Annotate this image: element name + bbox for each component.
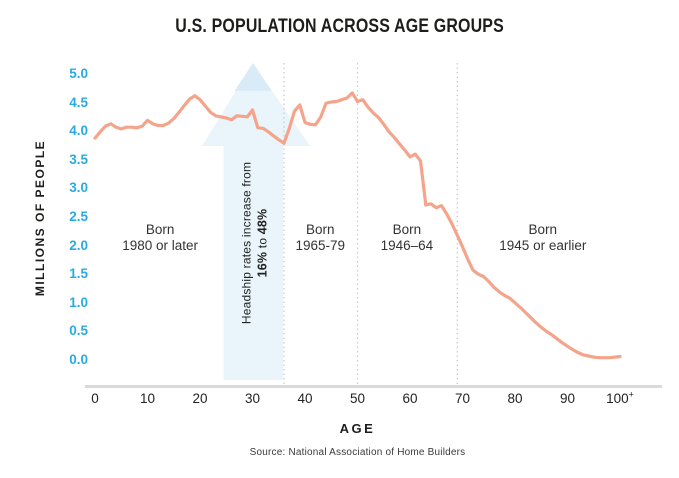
headship-arrow-head — [202, 63, 310, 146]
plus-superscript: + — [628, 389, 634, 400]
page-title: U.S. POPULATION ACROSS AGE GROUPS — [0, 16, 679, 38]
y-tick-label: 4.0 — [69, 123, 88, 139]
y-tick-label: 1.5 — [69, 266, 88, 282]
x-tick-label: 90 — [559, 391, 576, 406]
x-tick-label: 100+ — [606, 389, 634, 406]
cohort-label: Born 1980 or later — [85, 222, 235, 254]
annotation-text: to — [255, 234, 269, 252]
y-tick-label: 1.0 — [69, 294, 88, 310]
cohort-label-line: 1945 or earlier — [499, 238, 587, 253]
x-axis-title: AGE — [339, 421, 376, 436]
headship-arrow-tip — [234, 63, 272, 91]
y-tick-label: 3.5 — [69, 151, 88, 167]
population-line — [93, 91, 622, 360]
cohort-label-line: 1980 or later — [122, 238, 198, 253]
y-tick-label: 2.5 — [69, 209, 88, 224]
source-note: Source: National Association of Home Bui… — [249, 447, 466, 458]
cohort-label: Born 1965-79 — [245, 222, 395, 254]
cohort-label-line: Born — [528, 222, 558, 237]
annotation-bold-value: 48% — [255, 208, 269, 235]
y-tick-label: 5.0 — [69, 66, 88, 81]
cohort-label-line: 1946–64 — [380, 238, 434, 253]
cohort-label: Born 1946–64 — [332, 222, 482, 254]
annotation-line-2: 16% to 48% — [255, 162, 271, 324]
x-tick-label: 40 — [297, 391, 313, 406]
x-tick-label: 10 — [139, 391, 156, 406]
cohort-label-line: Born — [145, 222, 175, 237]
headship-annotation: Headship rates increase from 16% to 48% — [240, 162, 271, 324]
x-tick-label: 60 — [402, 391, 418, 406]
chart-title: U.S. POPULATION ACROSS AGE GROUPS — [175, 16, 504, 37]
headship-arrow-body — [223, 146, 283, 380]
x-tick-label: 30 — [244, 391, 261, 406]
x-tick-label: 70 — [454, 391, 471, 406]
y-tick-label: 4.5 — [69, 94, 88, 110]
cohort-label-line: Born — [392, 222, 422, 237]
x-tick-label: 0 — [91, 391, 99, 406]
cohort-label-line: Born — [305, 222, 335, 237]
y-tick-label: 2.0 — [69, 237, 88, 253]
x-tick-label: 50 — [349, 391, 366, 406]
x-tick-label: 80 — [507, 391, 523, 406]
cohort-label-line: 1965-79 — [295, 238, 345, 253]
x-tick-label: 20 — [192, 391, 208, 406]
annotation-line-1: Headship rates increase from — [239, 161, 254, 325]
cohort-label: Born 1945 or earlier — [468, 222, 618, 254]
y-tick-label: 3.0 — [69, 180, 88, 196]
y-tick-label: 0.0 — [69, 352, 88, 367]
annotation-bold-value: 16% — [255, 251, 269, 278]
y-tick-label: 0.5 — [69, 323, 88, 339]
